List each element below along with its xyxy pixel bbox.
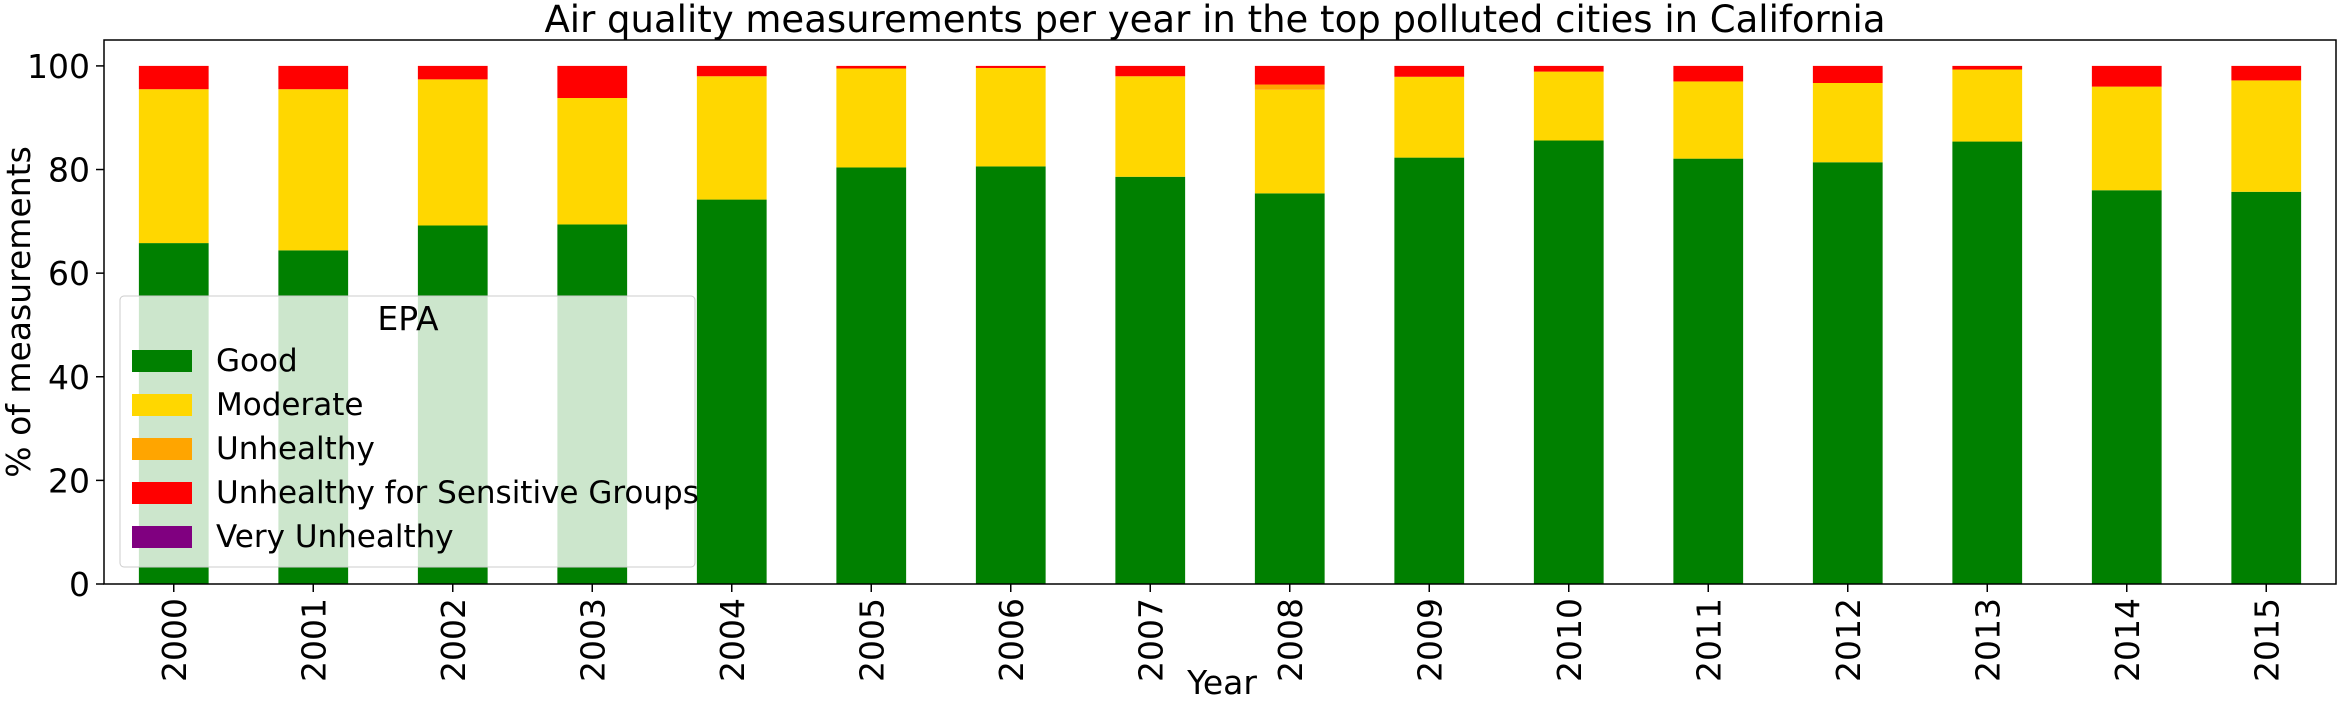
bar-2015-series-3: [2231, 65, 2302, 81]
x-tick-label: 2008: [1271, 598, 1310, 682]
bar-2009-series-1: [1394, 76, 1465, 158]
bar-2012-series-3: [1812, 65, 1883, 83]
bar-2005-series-1: [836, 68, 907, 168]
bar-2009-series-3: [1394, 65, 1465, 77]
y-tick-label: 0: [69, 565, 90, 604]
legend-items: Good Moderate Unhealthy Unhealthy for Sensi…: [132, 343, 699, 555]
bar-2008-series-2: [1254, 84, 1325, 90]
bar-2002-series-1: [417, 79, 488, 226]
bar-2002-series-3: [417, 65, 488, 80]
bar-2014-series-3: [2091, 65, 2162, 87]
legend-label: Good: [216, 343, 298, 379]
bar-2011-series-3: [1673, 65, 1744, 82]
bar-2001-series-1: [278, 89, 349, 251]
bar-2015-series-0: [2231, 191, 2302, 585]
bar-2005-series-0: [836, 167, 907, 584]
chart-title: Air quality measurements per year in the…: [544, 0, 1885, 41]
bar-2000-series-3: [138, 65, 209, 90]
bar-2013-series-0: [1952, 141, 2023, 585]
bar-2001-series-3: [278, 65, 349, 90]
x-tick-label: 2005: [852, 598, 891, 682]
bar-2004-series-3: [696, 65, 767, 77]
x-tick-label: 2002: [434, 598, 473, 682]
y-tick-label: 60: [48, 254, 90, 293]
legend-swatch: [132, 394, 192, 416]
bar-2014-series-0: [2091, 190, 2162, 584]
bar-2010-series-1: [1533, 71, 1604, 141]
legend-swatch: [132, 526, 192, 548]
legend-swatch: [132, 350, 192, 372]
x-tick-label: 2015: [2247, 598, 2286, 682]
x-axis-label: Year: [1186, 663, 1257, 702]
bar-2008-series-3: [1254, 65, 1325, 85]
bar-2011-series-1: [1673, 81, 1744, 159]
legend-label: Unhealthy: [216, 431, 375, 467]
legend-swatch: [132, 438, 192, 460]
bar-2006-series-1: [975, 67, 1046, 167]
bar-2006-series-3: [975, 65, 1046, 68]
bar-2000-series-1: [138, 89, 209, 244]
bar-2013-series-3: [1952, 65, 2023, 70]
bar-2012-series-0: [1812, 162, 1883, 584]
bar-2005-series-3: [836, 65, 907, 69]
x-tick-label: 2011: [1689, 598, 1728, 682]
x-tick-label: 2014: [2108, 598, 2147, 682]
bar-2015-series-1: [2231, 80, 2302, 192]
bar-2007-series-3: [1115, 65, 1186, 77]
legend: EPA Good Moderate Unhealthy Unhealthy for S…: [119, 295, 699, 568]
bar-2004-series-1: [696, 76, 767, 200]
x-tick-label: 2000: [155, 598, 194, 682]
bar-2007-series-0: [1115, 176, 1186, 584]
x-tick-label: 2006: [992, 598, 1031, 682]
legend-title: EPA: [377, 299, 439, 338]
x-tick-label: 2001: [294, 598, 333, 682]
x-tick-label: 2013: [1968, 598, 2007, 682]
bar-2008-series-1: [1254, 89, 1325, 194]
y-tick-label: 40: [48, 358, 90, 397]
bar-2012-series-1: [1812, 83, 1883, 163]
bar-2003-series-3: [557, 65, 628, 99]
x-tick-label: 2007: [1131, 598, 1170, 682]
legend-swatch: [132, 482, 192, 504]
y-axis-label: % of measurements: [0, 146, 38, 478]
x-tick-label: 2004: [713, 598, 752, 682]
bar-2013-series-1: [1952, 69, 2023, 142]
y-axis: 0 20 40 60 80 100: [27, 47, 104, 604]
bar-2011-series-0: [1673, 158, 1744, 584]
y-tick-label: 20: [48, 461, 90, 500]
legend-label: Moderate: [216, 387, 363, 423]
legend-label: Very Unhealthy: [216, 519, 454, 555]
bar-2008-series-0: [1254, 193, 1325, 585]
x-tick-label: 2010: [1550, 598, 1589, 682]
bar-2010-series-3: [1533, 65, 1604, 72]
bar-2007-series-1: [1115, 76, 1186, 177]
bar-2014-series-1: [2091, 86, 2162, 191]
bar-2010-series-0: [1533, 140, 1604, 584]
plot-frame: [103, 39, 2337, 585]
y-tick-label: 80: [48, 151, 90, 190]
x-tick-label: 2009: [1410, 598, 1449, 682]
legend-box: [119, 295, 696, 568]
bar-2004-series-0: [696, 199, 767, 584]
legend-label: Unhealthy for Sensitive Groups: [216, 475, 699, 511]
x-axis: 2000 2001 2002 2003 2004 2005 2006 2007 2008 2009…: [155, 584, 2286, 682]
bar-2009-series-0: [1394, 157, 1465, 585]
bar-2003-series-1: [557, 98, 628, 225]
y-tick-label: 100: [27, 47, 90, 86]
x-tick-label: 2012: [1829, 598, 1868, 682]
bar-2006-series-0: [975, 166, 1046, 585]
x-tick-label: 2003: [573, 598, 612, 682]
